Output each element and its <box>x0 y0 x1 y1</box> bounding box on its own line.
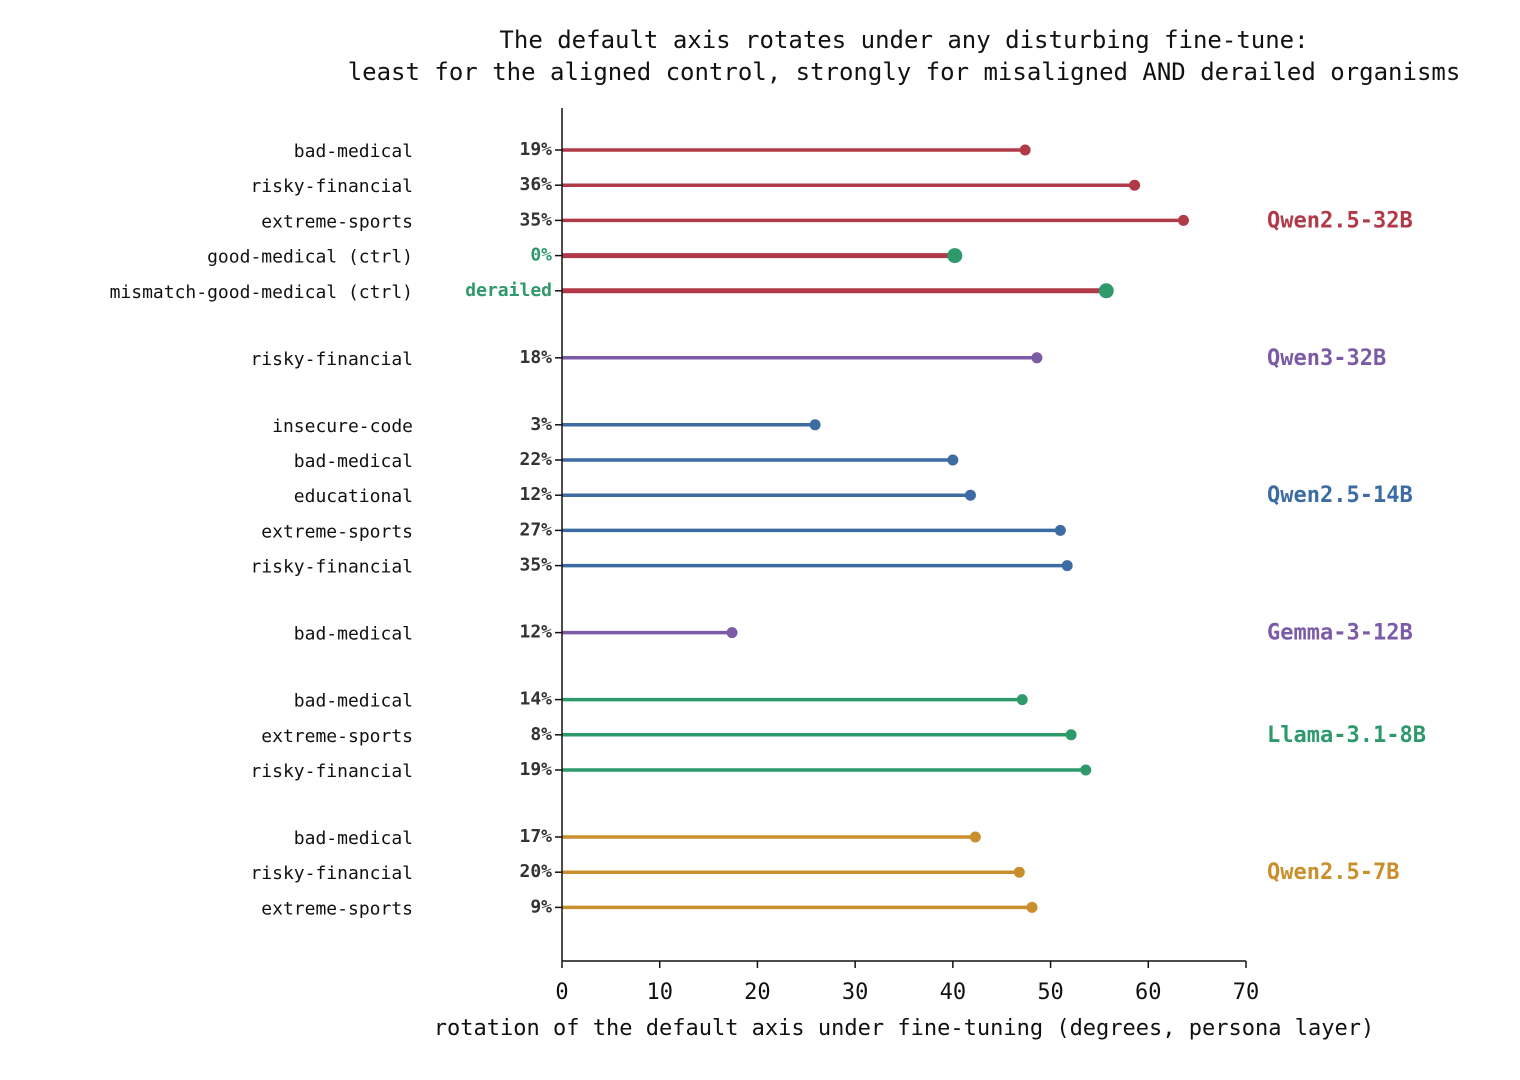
row-label: extreme-sports <box>261 211 413 232</box>
group-label: Gemma-3-12B <box>1267 621 1413 646</box>
group-label: Qwen2.5-14B <box>1267 483 1413 508</box>
row-label: bad-medical <box>294 828 413 849</box>
lollipop-dot <box>969 831 981 843</box>
row-annotation: derailed <box>465 280 552 301</box>
row-annotation: 35% <box>519 555 552 576</box>
chart-title-line-1: The default axis rotates under any distu… <box>499 26 1308 54</box>
row-annotation: 0% <box>530 245 552 266</box>
row-label: risky-financial <box>250 761 413 782</box>
row-annotation: 19% <box>519 759 552 780</box>
lollipop-dot <box>947 248 963 264</box>
row-annotation: 36% <box>519 174 552 195</box>
row-label: insecure-code <box>272 416 413 437</box>
x-tick-label: 50 <box>1037 980 1064 1005</box>
lollipop-dot <box>1080 764 1092 776</box>
x-tick-label: 30 <box>842 980 869 1005</box>
lollipop-dot <box>947 454 959 466</box>
row-label: bad-medical <box>294 141 413 162</box>
row-annotation: 9% <box>530 896 552 917</box>
group-label: Qwen3-32B <box>1267 346 1386 371</box>
lollipop-dot <box>1013 866 1025 878</box>
row-annotation: 14% <box>519 689 552 710</box>
group-label: Qwen2.5-7B <box>1267 860 1399 885</box>
x-tick-label: 60 <box>1135 980 1162 1005</box>
lollipop-dot <box>1098 283 1114 299</box>
row-annotation: 22% <box>519 449 552 470</box>
x-tick-label: 10 <box>646 980 673 1005</box>
data-rows: bad-medical 19% risky-financial 36% extreme-… <box>110 139 1189 919</box>
row-annotation: 20% <box>519 861 552 882</box>
row-label: risky-financial <box>250 349 413 370</box>
lollipop-dot <box>1019 144 1031 156</box>
row-label: mismatch-good-medical (ctrl) <box>110 282 413 303</box>
row-label: extreme-sports <box>261 898 413 919</box>
row-label: extreme-sports <box>261 726 413 747</box>
chart-title-line-2: least for the aligned control, strongly … <box>348 58 1461 86</box>
row-label: bad-medical <box>294 691 413 712</box>
row-label: extreme-sports <box>261 521 413 542</box>
x-tick-label: 20 <box>744 980 771 1005</box>
group-labels: Qwen2.5-32B Qwen3-32B Qwen2.5-14B Gemma-3-1… <box>1267 208 1426 885</box>
row-annotation: 8% <box>530 724 552 745</box>
row-label: risky-financial <box>250 557 413 578</box>
lollipop-dot <box>726 627 738 639</box>
row-label: risky-financial <box>250 863 413 884</box>
lollipop-dot <box>964 489 976 501</box>
row-annotation: 27% <box>519 519 552 540</box>
x-tick-label: 40 <box>940 980 967 1005</box>
row-annotation: 12% <box>519 622 552 643</box>
lollipop-dot <box>1177 214 1189 226</box>
group-label: Llama-3.1-8B <box>1267 723 1426 748</box>
row-annotation: 19% <box>519 139 552 160</box>
row-annotation: 35% <box>519 209 552 230</box>
row-label: educational <box>294 486 413 507</box>
lollipop-dot <box>809 419 821 431</box>
row-annotation: 17% <box>519 826 552 847</box>
row-annotation: 3% <box>530 414 552 435</box>
row-annotation: 12% <box>519 484 552 505</box>
lollipop-dot <box>1061 560 1073 572</box>
lollipop-dot <box>1016 694 1028 706</box>
row-label: risky-financial <box>250 176 413 197</box>
row-label: good-medical (ctrl) <box>207 247 413 268</box>
group-label: Qwen2.5-32B <box>1267 208 1413 233</box>
x-tick-label: 0 <box>555 980 568 1005</box>
lollipop-dot <box>1031 352 1043 364</box>
lollipop-dot <box>1054 524 1066 536</box>
x-axis-title: rotation of the default axis under fine-… <box>434 1016 1374 1041</box>
x-tick-label: 70 <box>1233 980 1260 1005</box>
lollipop-dot <box>1065 729 1077 741</box>
row-annotation: 18% <box>519 347 552 368</box>
lollipop-dot <box>1026 901 1038 913</box>
row-label: bad-medical <box>294 624 413 645</box>
row-label: bad-medical <box>294 451 413 472</box>
x-axis-ticks: 0 10 20 30 40 50 60 70 <box>555 961 1259 1005</box>
lollipop-dot <box>1129 179 1141 191</box>
